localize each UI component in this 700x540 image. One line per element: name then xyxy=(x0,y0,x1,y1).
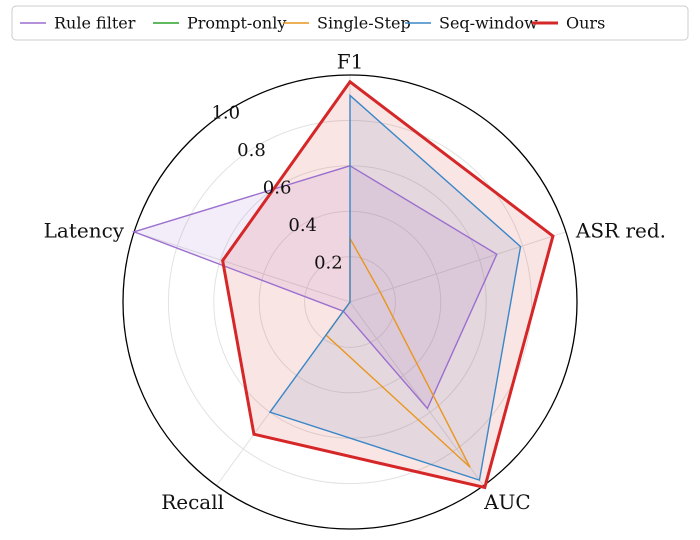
axis-label: Latency xyxy=(44,218,125,242)
radial-tick-labels: 0.2 0.4 0.6 0.8 1.0 xyxy=(211,103,342,274)
legend-label: Ours xyxy=(566,14,605,33)
series-fill-ours xyxy=(222,81,553,488)
tick-label: 0.6 xyxy=(263,178,292,199)
legend: Rule filter Prompt-only Single-Step Seq-win… xyxy=(11,5,689,41)
legend-box xyxy=(11,5,689,41)
series-fills xyxy=(134,81,553,488)
series-line-seq-window xyxy=(268,93,522,482)
grid-spoke xyxy=(349,301,484,486)
series-line-ours xyxy=(221,79,555,490)
series-lines xyxy=(131,79,555,490)
legend-label: Prompt-only xyxy=(187,14,286,33)
axis-label: ASR red. xyxy=(575,218,666,242)
axis-labels: F1 ASR red. AUC Recall Latency xyxy=(44,50,666,515)
grid-spoke xyxy=(349,231,567,303)
series-fill-rule-filter xyxy=(134,165,497,409)
axis-label: F1 xyxy=(337,50,364,74)
tick-label: 0.8 xyxy=(237,140,266,161)
tick-label: 0.2 xyxy=(314,253,343,274)
outer-ring xyxy=(122,74,578,530)
tick-label: 0.4 xyxy=(288,215,317,236)
axis-label: Recall xyxy=(161,490,224,514)
tick-label: 1.0 xyxy=(211,103,240,124)
axis-label: AUC xyxy=(483,490,531,514)
grid-spoke xyxy=(133,231,351,303)
legend-label: Single-Step xyxy=(317,14,411,33)
legend-label: Seq-window xyxy=(439,14,538,33)
series-line-rule-filter xyxy=(131,165,498,410)
legend-label: Rule filter xyxy=(54,14,136,33)
